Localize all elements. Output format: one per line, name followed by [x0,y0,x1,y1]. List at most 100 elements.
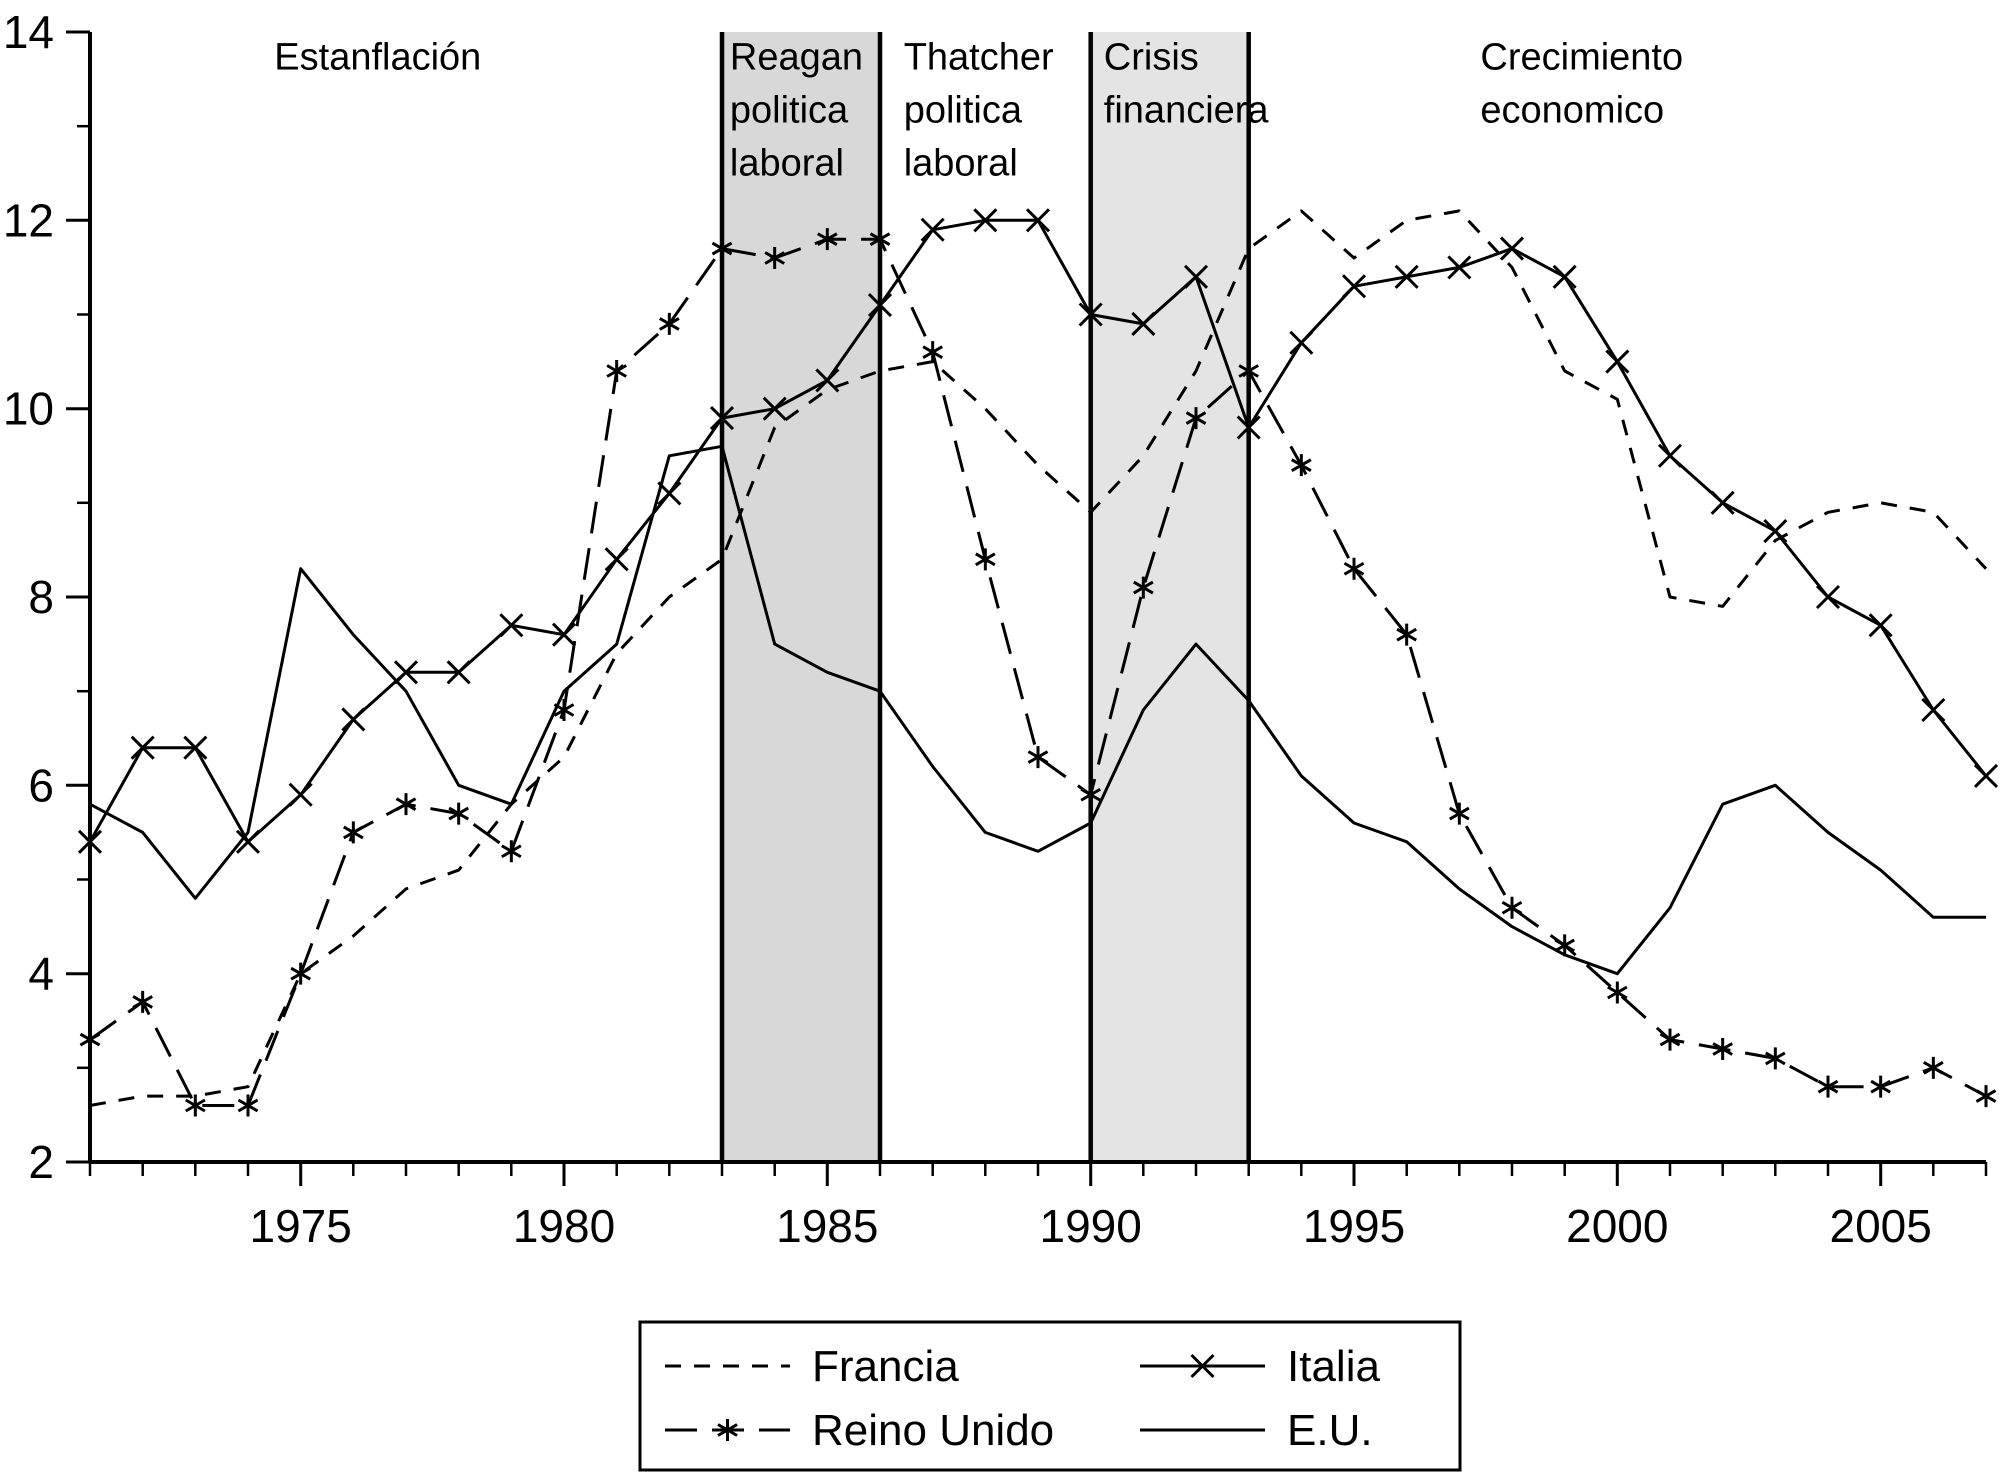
legend-label: E.U. [1287,1406,1373,1455]
annotation-line: Crecimiento [1480,37,1683,79]
x-marker [973,208,998,233]
y-tick-label: 8 [28,571,54,623]
x-marker [1868,613,1893,638]
asterisk-marker [448,802,469,825]
asterisk-marker [501,840,522,863]
x-marker [1183,264,1209,289]
x-tick-label: 1995 [1303,1200,1405,1252]
asterisk-marker [1975,1085,1997,1108]
annotation-crisis-financiera: Crisis financiera [1104,37,1270,132]
asterisk-marker [975,548,996,571]
x-marker [130,735,155,760]
x-marker [920,217,945,242]
x-marker [1710,490,1735,515]
annotation-line: laboral [904,143,1018,185]
x-marker [1657,443,1683,468]
x-marker [235,829,261,854]
x-marker [499,613,524,638]
y-tick-label: 4 [28,948,54,1000]
x-marker [1394,264,1419,289]
asterisk-marker [817,228,838,251]
asterisk-marker [1291,454,1312,477]
annotation-estanflaci-n: Estanflación [274,37,481,79]
asterisk-marker [237,1094,259,1117]
x-tick-label: 1975 [250,1200,352,1252]
asterisk-marker [1870,1075,1891,1098]
x-marker [1499,236,1525,261]
x-tick-label: 1990 [1040,1200,1142,1252]
asterisk-marker [132,990,153,1013]
legend-label: Francia [812,1342,959,1391]
x-tick-label: 2005 [1830,1200,1932,1252]
x-tick-label: 2000 [1566,1200,1668,1252]
y-tick-label: 10 [3,383,54,435]
asterisk-marker [395,793,417,816]
annotation-line: laboral [730,143,844,185]
asterisk-marker [1449,802,1470,825]
asterisk-marker [343,821,364,844]
x-marker [1921,697,1946,723]
legend-entry-reino-unido: Reino Unido [665,1406,1054,1455]
asterisk-marker [764,247,785,269]
annotation-reagan-politica-laboral: Reagan politica laboral [730,37,863,185]
asterisk-marker [1027,746,1049,769]
x-marker [1447,255,1472,280]
x-marker [604,547,629,572]
series-line-reino-unido [89,237,1987,1107]
asterisk-marker [1817,1075,1839,1098]
asterisk-marker [1185,407,1207,430]
annotation-thatcher-politica-laboral: Thatcher politica laboral [904,37,1054,185]
asterisk-marker [1765,1047,1786,1070]
legend-entry-e-u: E.U. [1140,1406,1373,1455]
legend-box [638,1320,1462,1472]
asterisk-marker [1133,576,1154,599]
legend: Francia Reino Unido Italia E.U. [638,1320,1462,1472]
x-tick-label: 1985 [776,1200,878,1252]
asterisk-marker [1712,1038,1733,1060]
legend-label: Italia [1287,1342,1380,1391]
asterisk-marker [922,341,943,364]
x-marker [1552,264,1577,289]
asterisk-marker [659,312,680,335]
x-marker [1605,349,1630,374]
annotation-line: Thatcher [904,37,1054,79]
x-marker [341,707,366,732]
x-marker [1025,208,1051,233]
annotation-line: economico [1480,90,1664,132]
annotation-line: politica [730,90,849,132]
legend-asterisk-marker [717,1419,738,1441]
x-marker [1289,330,1314,355]
shaded-region [1090,32,1249,1162]
annotation-line: politica [904,90,1023,132]
legend-entry-italia: Italia [1140,1342,1380,1391]
shaded-region [722,32,880,1162]
y-tick-label: 6 [28,759,54,811]
asterisk-marker [1554,934,1575,957]
x-marker [183,735,208,760]
event-vlines [719,32,1251,1162]
annotations: Estanflación ReaganpoliticalaboralThatche… [274,37,1683,185]
annotation-line: Crisis [1104,37,1199,79]
shaded-regions [722,32,1249,1162]
asterisk-marker [1343,557,1365,580]
y-tick-label: 14 [3,6,54,58]
x-marker [1815,584,1841,610]
x-marker [446,660,471,685]
x-marker [393,660,419,685]
x-marker [815,368,840,393]
asterisk-marker [606,360,627,382]
series-lines [77,208,1999,1117]
series-line-francia [89,209,1988,1107]
annotation-line: Estanflación [274,37,481,79]
asterisk-marker [185,1094,206,1117]
asterisk-marker [1923,1056,1944,1079]
x-tick-label: 1980 [513,1200,615,1252]
x-marker [1341,274,1367,299]
x-marker [288,782,313,807]
x-marker [1131,311,1156,336]
x-marker [1763,519,1788,544]
y-tick-label: 12 [3,194,54,246]
asterisk-marker [1659,1028,1681,1051]
